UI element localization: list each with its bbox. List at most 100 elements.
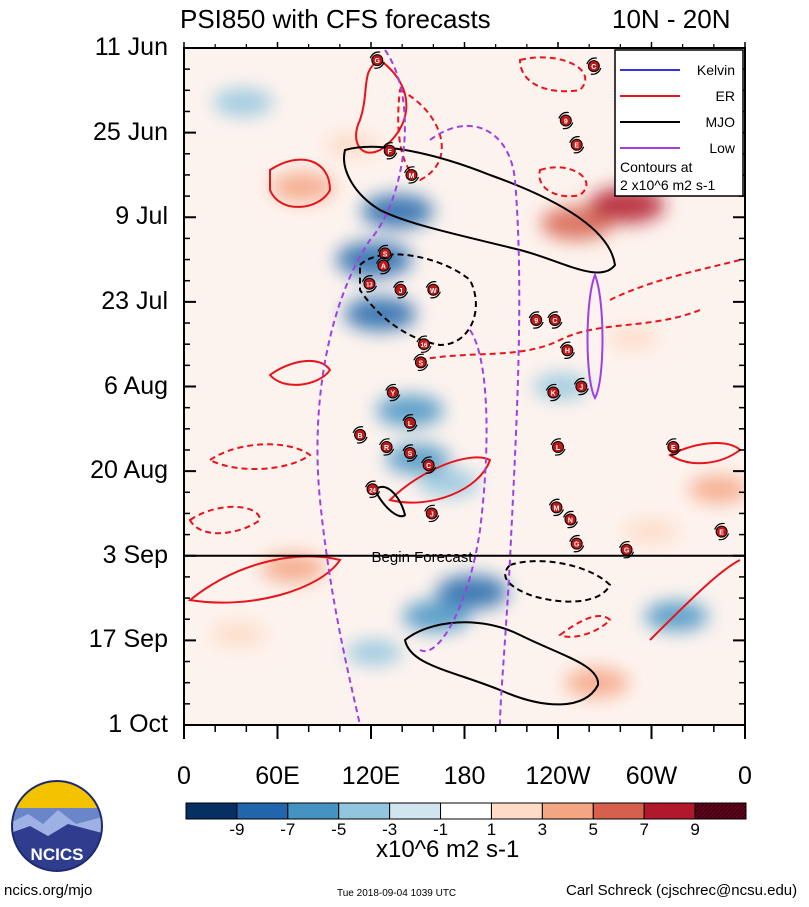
er-contour bbox=[649, 559, 741, 641]
storm-marker-label: B bbox=[358, 433, 363, 440]
y-tick-label: 11 Jun bbox=[94, 33, 168, 61]
er-contour bbox=[208, 443, 312, 470]
storm-marker-label: N bbox=[568, 517, 573, 524]
storm-marker-28: M bbox=[548, 498, 564, 517]
colorbar-swatch-1 bbox=[236, 802, 289, 820]
footer-timestamp: Tue 2018-09-04 1039 UTC bbox=[337, 888, 457, 899]
anomaly-blob-17 bbox=[644, 601, 709, 632]
storm-marker-label: C bbox=[591, 64, 596, 71]
y-tick-label: 6 Aug bbox=[104, 371, 168, 400]
storm-marker-3: E bbox=[569, 135, 585, 154]
mjo-contour bbox=[343, 145, 617, 274]
storm-marker-26: 24 bbox=[365, 480, 381, 498]
colorbar-label: 3 bbox=[537, 820, 548, 839]
storm-marker-10: W bbox=[425, 281, 441, 299]
er-contour bbox=[538, 166, 588, 198]
anomaly-blob-3 bbox=[361, 194, 434, 229]
storm-marker-32: E bbox=[714, 522, 730, 541]
colorbar-label: -3 bbox=[382, 820, 398, 839]
storm-marker-label: M bbox=[409, 173, 415, 180]
x-tick-label: 60W bbox=[625, 762, 678, 790]
legend-label-kelvin: Kelvin bbox=[697, 62, 735, 78]
er-contour bbox=[269, 158, 332, 208]
storm-marker-label: S bbox=[408, 451, 413, 458]
x-tick-label: 60E bbox=[255, 762, 300, 790]
er-contour bbox=[609, 259, 741, 301]
low-contour bbox=[429, 124, 521, 725]
colorbar-swatch-2 bbox=[287, 802, 340, 820]
storm-marker-label: C bbox=[552, 318, 557, 325]
storm-marker-19: L bbox=[402, 414, 418, 432]
y-tick-label: 25 Jun bbox=[92, 117, 168, 146]
colorbar-swatch-4 bbox=[389, 802, 442, 820]
colorbar-swatch-3 bbox=[338, 802, 391, 820]
anomaly-blob-18 bbox=[564, 667, 629, 698]
storm-marker-label: M bbox=[554, 505, 560, 512]
storm-marker-label: H bbox=[565, 348, 570, 355]
legend-note-1: Contours at bbox=[620, 159, 692, 175]
colorbar-label: 1 bbox=[486, 820, 497, 839]
storm-marker-label: L bbox=[408, 421, 413, 428]
colorbar-units: x10^6 m2 s-1 bbox=[376, 836, 520, 863]
storm-marker-label: W bbox=[430, 288, 437, 295]
storm-marker-20: B bbox=[352, 426, 368, 444]
er-contour bbox=[558, 615, 612, 638]
y-tick-label: 20 Aug bbox=[90, 456, 168, 485]
storm-marker-11: 9 bbox=[528, 311, 544, 329]
storm-marker-23: L bbox=[550, 438, 566, 456]
storm-marker-label: A bbox=[381, 264, 386, 271]
storm-marker-18: Y bbox=[385, 383, 401, 402]
storm-marker-label: G bbox=[375, 58, 381, 65]
storm-marker-7: A bbox=[375, 256, 392, 275]
storm-marker-21: R bbox=[379, 438, 395, 456]
legend: Kelvin ER MJO Low Contours at 2 x10^6 m2 s-1 bbox=[614, 49, 744, 197]
storm-marker-9: J bbox=[393, 281, 409, 299]
mjo-contour bbox=[373, 485, 407, 518]
chart-region: 10N - 20N bbox=[612, 4, 731, 34]
y-tick-label: 17 Sep bbox=[88, 625, 168, 654]
colorbar-label: 5 bbox=[588, 820, 598, 839]
storm-marker-4: F bbox=[382, 142, 398, 160]
storm-marker-label: J bbox=[399, 288, 403, 295]
storm-marker-label: G bbox=[624, 548, 630, 555]
legend-label-er: ER bbox=[716, 88, 735, 104]
anomaly-blob-16 bbox=[402, 600, 471, 633]
anomaly-blob-2 bbox=[270, 172, 335, 203]
logo-text: NCICS bbox=[31, 845, 84, 864]
er-contour bbox=[419, 309, 701, 361]
storm-marker-13: 16 bbox=[416, 335, 432, 353]
er-contour bbox=[397, 88, 443, 182]
mjo-contour bbox=[359, 253, 477, 347]
storm-marker-24: E bbox=[665, 438, 681, 456]
y-tick-label: 23 Jul bbox=[101, 286, 168, 315]
colorbar-swatch-7 bbox=[541, 802, 594, 820]
storm-marker-5: M bbox=[403, 166, 420, 184]
storm-marker-label: C bbox=[426, 463, 431, 470]
anomaly-blob-19 bbox=[346, 639, 403, 666]
storm-marker-14: H bbox=[559, 341, 575, 359]
storm-marker-label: 13 bbox=[366, 283, 373, 289]
storm-marker-label: J bbox=[579, 385, 583, 392]
colorbar-swatch-9 bbox=[643, 802, 696, 820]
colorbar-label: -7 bbox=[280, 820, 296, 839]
er-contour bbox=[355, 58, 408, 154]
storm-marker-0: G bbox=[369, 51, 385, 69]
storm-marker-label: 9 bbox=[534, 318, 538, 325]
footer-site[interactable]: ncics.org/mjo bbox=[4, 882, 93, 899]
storm-marker-label: G bbox=[574, 542, 580, 549]
legend-label-mjo: MJO bbox=[705, 114, 735, 130]
er-contour bbox=[518, 56, 587, 93]
x-tick-label: 120W bbox=[525, 762, 591, 790]
colorbar-label: -5 bbox=[331, 820, 347, 839]
wave-contours bbox=[187, 49, 742, 725]
storm-marker-label: E bbox=[719, 530, 724, 537]
low-contour bbox=[419, 329, 488, 653]
storm-marker-label: R bbox=[384, 445, 389, 452]
y-tick-label: 3 Sep bbox=[102, 540, 168, 569]
storm-marker-17: J bbox=[573, 377, 589, 396]
colorbar-label: -1 bbox=[432, 820, 449, 839]
colorbar-label: 7 bbox=[639, 820, 649, 839]
anomaly-blob-6 bbox=[375, 394, 444, 427]
